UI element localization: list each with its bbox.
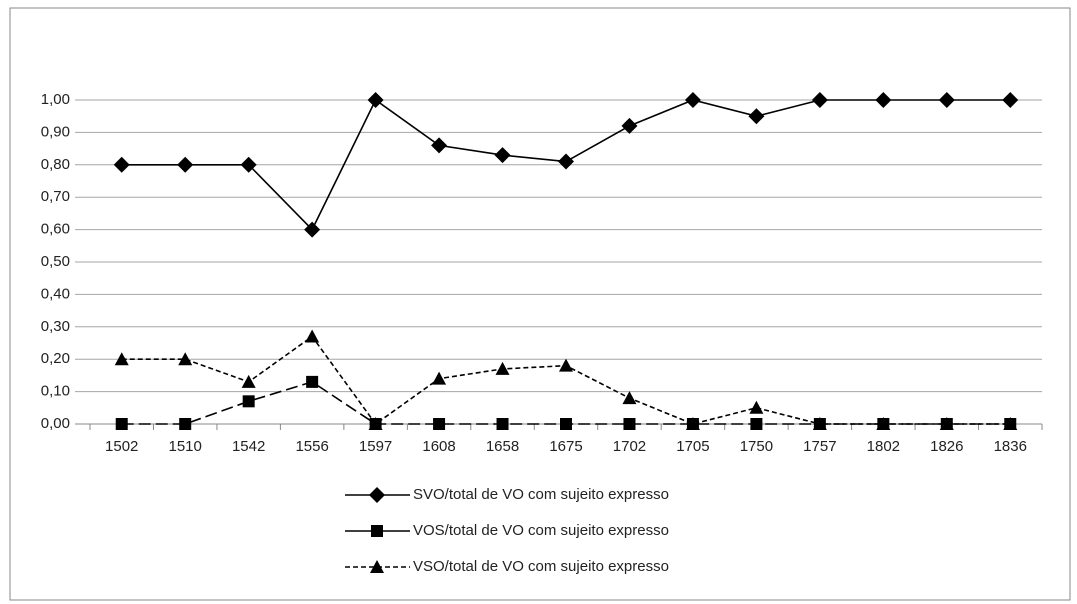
point-marker [114, 352, 129, 366]
point-marker [812, 417, 827, 430]
x-tick-label: 1556 [295, 438, 328, 455]
point-marker [939, 417, 954, 430]
series-line [121, 335, 1011, 426]
x-tick-label: 1705 [676, 438, 709, 455]
point-marker [179, 418, 192, 430]
point-marker [685, 417, 700, 430]
x-tick-label: 1836 [994, 438, 1027, 455]
point-marker [876, 417, 891, 430]
point-marker [178, 352, 193, 366]
legend-label: VOS/total de VO com sujeito expresso [413, 522, 669, 539]
point-marker [750, 418, 763, 430]
legend-marker [370, 560, 384, 573]
x-tick-label: 1658 [486, 438, 519, 455]
x-tick-label: 1750 [740, 438, 773, 455]
point-marker [749, 400, 764, 414]
point-marker [811, 92, 828, 108]
y-tick-label: 0,10 [41, 383, 70, 400]
point-marker [241, 374, 256, 388]
point-marker [938, 92, 955, 108]
chart-border [9, 7, 1071, 601]
point-marker [622, 391, 637, 405]
y-tick-label: 0,80 [41, 156, 70, 173]
point-marker [1003, 417, 1018, 430]
point-marker [306, 375, 319, 388]
series-line [121, 381, 1011, 425]
legend-label: VSO/total de VO com sujeito expresso [413, 558, 669, 575]
point-marker [432, 371, 447, 385]
y-tick-label: 1,00 [41, 91, 70, 108]
point-marker [560, 418, 572, 430]
point-marker [496, 418, 509, 430]
x-tick-label: 1826 [930, 438, 963, 455]
x-tick-label: 1802 [867, 438, 900, 455]
point-marker [113, 156, 130, 173]
x-tick-label: 1502 [105, 438, 138, 455]
point-marker [115, 418, 128, 430]
x-tick-label: 1597 [359, 438, 392, 455]
x-tick-label: 1510 [169, 438, 202, 455]
y-tick-label: 0,30 [41, 318, 70, 335]
x-tick-label: 1702 [613, 438, 646, 455]
point-marker [495, 361, 510, 375]
point-marker [494, 147, 511, 164]
legend-marker [371, 525, 383, 537]
point-marker [558, 153, 574, 170]
y-tick-label: 0,60 [41, 221, 70, 238]
point-marker [875, 92, 892, 108]
point-marker [305, 329, 320, 343]
x-tick-label: 1675 [549, 438, 582, 455]
y-tick-label: 0,90 [41, 123, 70, 140]
y-tick-label: 0,00 [41, 415, 70, 432]
point-marker [748, 108, 765, 125]
point-marker [621, 117, 638, 134]
y-tick-label: 0,50 [41, 253, 70, 270]
point-marker [240, 156, 257, 173]
x-tick-label: 1757 [803, 438, 836, 455]
y-tick-label: 0,20 [41, 350, 70, 367]
x-tick-label: 1542 [232, 438, 265, 455]
point-marker [1002, 92, 1019, 108]
point-marker [368, 417, 383, 430]
legend-label: SVO/total de VO com sujeito expresso [413, 486, 669, 503]
point-marker [433, 418, 446, 430]
legend-marker [369, 487, 385, 503]
point-marker [367, 92, 384, 108]
point-marker [684, 92, 701, 108]
point-marker [623, 418, 636, 430]
point-marker [431, 137, 448, 154]
y-tick-label: 0,70 [41, 188, 70, 205]
y-tick-label: 0,40 [41, 285, 70, 302]
point-marker [304, 221, 321, 238]
point-marker [559, 358, 573, 372]
x-tick-label: 1608 [422, 438, 455, 455]
point-marker [177, 156, 194, 173]
point-marker [242, 395, 255, 408]
